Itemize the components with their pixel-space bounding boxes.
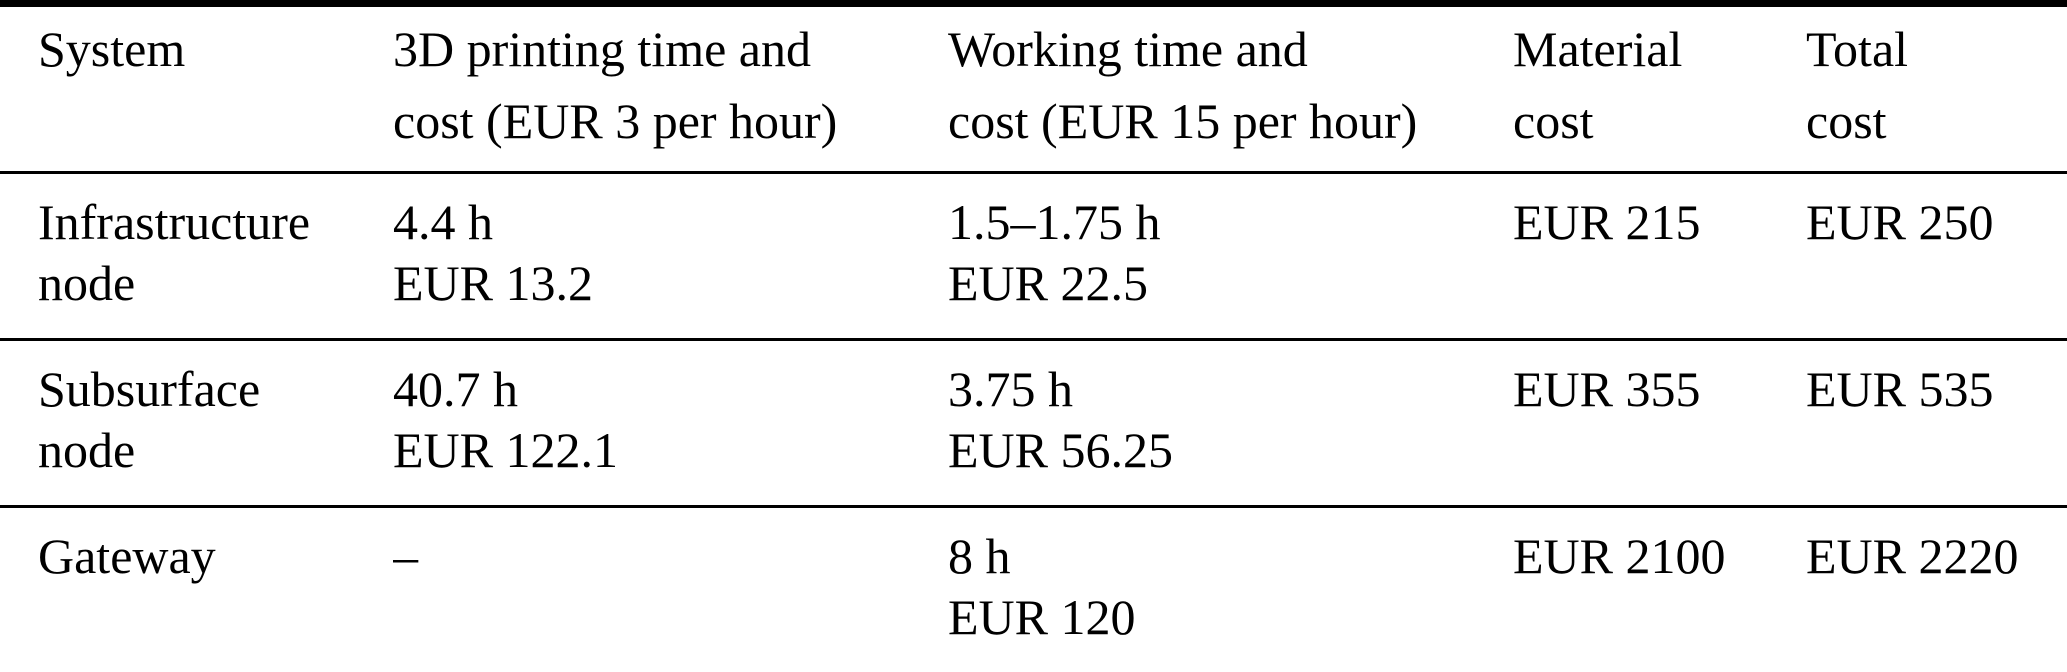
col-header-total-cost: Total cost (1806, 4, 2067, 173)
cell-working-time-cost: 8 h EUR 120 (948, 507, 1513, 672)
header-line-2: cost (EUR 3 per hour) (393, 93, 838, 149)
cell-line-2: node (38, 422, 136, 478)
cell-line-1: 3.75 h (948, 361, 1073, 417)
cell-line-1: 40.7 h (393, 361, 518, 417)
cell-line-1: 8 h (948, 528, 1011, 584)
header-line-1: Total (1806, 21, 1909, 77)
cell-printing-time-cost: 40.7 h EUR 122.1 (393, 340, 948, 507)
col-header-printing-time-cost: 3D printing time and cost (EUR 3 per hou… (393, 4, 948, 173)
col-header-system: System (0, 4, 393, 173)
cell-line-1: – (393, 528, 418, 584)
cell-line-1: EUR 250 (1806, 194, 1994, 250)
cell-line-2: EUR 13.2 (393, 255, 593, 311)
header-line-2: cost (1513, 93, 1594, 149)
cell-line-1: Subsurface (38, 361, 261, 417)
cell-line-1: 1.5–1.75 h (948, 194, 1161, 250)
header-line-2: cost (1806, 93, 1887, 149)
cell-line-2: EUR 22.5 (948, 255, 1148, 311)
cell-material-cost: EUR 215 (1513, 173, 1806, 340)
cell-material-cost: EUR 355 (1513, 340, 1806, 507)
cell-system: Subsurface node (0, 340, 393, 507)
cell-total-cost: EUR 250 (1806, 173, 2067, 340)
cell-line-1: EUR 355 (1513, 361, 1701, 417)
header-line-1: System (38, 21, 186, 77)
cell-printing-time-cost: – (393, 507, 948, 672)
table-row-gateway: Gateway – 8 h EUR 120 EUR 2100 EUR 2220 (0, 507, 2067, 672)
cell-working-time-cost: 3.75 h EUR 56.25 (948, 340, 1513, 507)
cell-printing-time-cost: 4.4 h EUR 13.2 (393, 173, 948, 340)
cell-material-cost: EUR 2100 (1513, 507, 1806, 672)
cell-line-1: Gateway (38, 528, 216, 584)
cell-line-2: EUR 56.25 (948, 422, 1173, 478)
cell-total-cost: EUR 535 (1806, 340, 2067, 507)
table-row-infrastructure-node: Infrastructure node 4.4 h EUR 13.2 1.5–1… (0, 173, 2067, 340)
header-line-1: Material (1513, 21, 1683, 77)
cell-system: Infrastructure node (0, 173, 393, 340)
cell-system: Gateway (0, 507, 393, 672)
cell-line-2: EUR 120 (948, 589, 1136, 645)
cell-line-1: EUR 2100 (1513, 528, 1726, 584)
cell-line-2: EUR 122.1 (393, 422, 618, 478)
cell-line-1: Infrastructure (38, 194, 311, 250)
cell-total-cost: EUR 2220 (1806, 507, 2067, 672)
header-row: System 3D printing time and cost (EUR 3 … (0, 4, 2067, 173)
cell-line-1: EUR 2220 (1806, 528, 2019, 584)
cell-working-time-cost: 1.5–1.75 h EUR 22.5 (948, 173, 1513, 340)
table-row-subsurface-node: Subsurface node 40.7 h EUR 122.1 3.75 h … (0, 340, 2067, 507)
cell-line-1: 4.4 h (393, 194, 493, 250)
cell-line-1: EUR 535 (1806, 361, 1994, 417)
header-line-2: cost (EUR 15 per hour) (948, 93, 1418, 149)
cell-line-1: EUR 215 (1513, 194, 1701, 250)
header-line-1: 3D printing time and (393, 21, 811, 77)
header-line-1: Working time and (948, 21, 1308, 77)
col-header-working-time-cost: Working time and cost (EUR 15 per hour) (948, 4, 1513, 173)
cell-line-2: node (38, 255, 136, 311)
col-header-material-cost: Material cost (1513, 4, 1806, 173)
